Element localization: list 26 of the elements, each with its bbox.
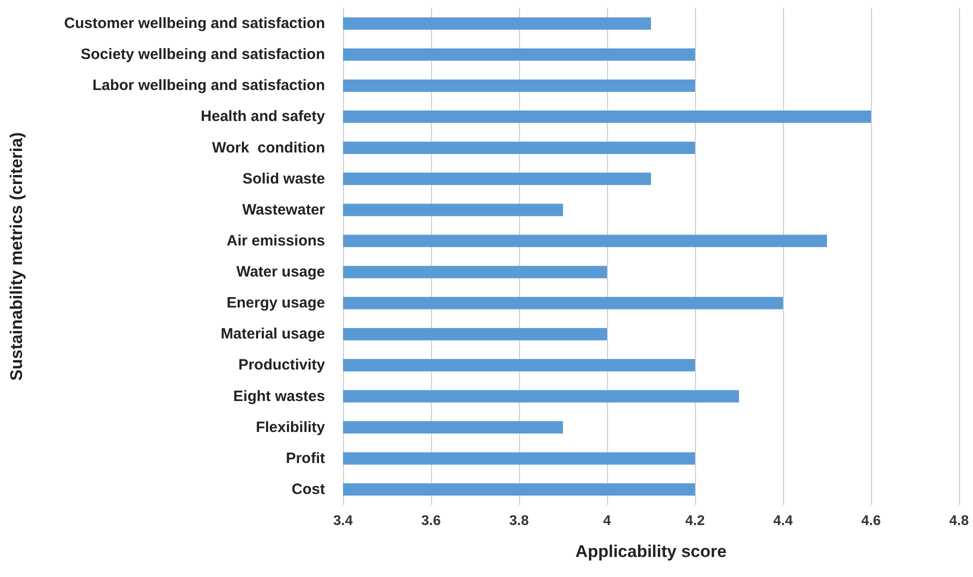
x-tick-label: 4.4 bbox=[773, 512, 793, 528]
x-tick-label: 4.6 bbox=[861, 512, 881, 528]
y-tick-label: Society wellbeing and satisfaction bbox=[80, 46, 325, 64]
y-tick-label: Labor wellbeing and satisfaction bbox=[92, 77, 325, 94]
x-tick-label: 4.8 bbox=[949, 512, 969, 528]
y-tick-label: Work condition bbox=[212, 139, 325, 156]
x-tick-label: 3.8 bbox=[509, 512, 529, 528]
y-tick-label: Energy usage bbox=[226, 294, 325, 312]
y-tick-label: Solid waste bbox=[242, 170, 325, 188]
y-tick-label: Cost bbox=[292, 480, 325, 498]
y-tick-label: Profit bbox=[286, 450, 325, 467]
x-tick-label: 4 bbox=[603, 512, 612, 528]
y-axis-title: Sustainability metrics (criteria) bbox=[7, 132, 26, 381]
y-tick-label: Air emissions bbox=[226, 232, 325, 250]
y-tick-label: Productivity bbox=[238, 356, 326, 374]
y-tick-label: Wastewater bbox=[242, 201, 326, 218]
x-tick-label: 3.6 bbox=[421, 512, 441, 528]
y-tick-label: Health and safety bbox=[200, 108, 326, 126]
y-tick-label: Water usage bbox=[236, 264, 325, 281]
x-tick-label: 4.2 bbox=[685, 512, 705, 528]
y-tick-label: Material usage bbox=[220, 326, 325, 343]
y-tick-label: Eight wastes bbox=[233, 388, 325, 405]
y-tick-label: Customer wellbeing and satisfaction bbox=[64, 15, 325, 32]
x-tick-label: 3.4 bbox=[333, 512, 353, 528]
x-axis-title: Applicability score bbox=[575, 542, 727, 561]
y-tick-label: Flexibility bbox=[256, 418, 326, 436]
